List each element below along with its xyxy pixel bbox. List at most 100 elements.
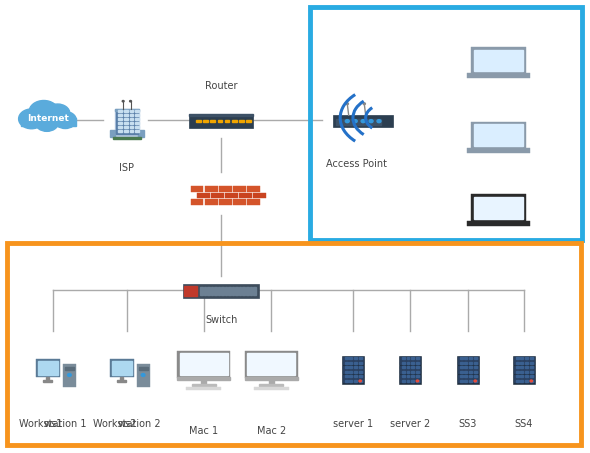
Bar	[411, 371, 414, 373]
Bar	[460, 361, 463, 364]
Bar	[460, 375, 463, 377]
Bar	[458, 370, 478, 373]
Bar	[228, 287, 231, 295]
Bar	[402, 357, 405, 359]
Bar	[520, 366, 523, 368]
Bar	[110, 130, 116, 137]
Bar	[458, 379, 478, 382]
Bar	[474, 357, 477, 359]
Bar	[411, 357, 414, 359]
Bar	[407, 366, 409, 368]
Bar	[116, 111, 137, 134]
Bar	[467, 148, 530, 153]
Circle shape	[35, 113, 58, 131]
Bar	[118, 114, 122, 116]
Bar	[179, 353, 228, 375]
Bar	[416, 361, 419, 364]
Bar	[458, 366, 478, 369]
Bar	[520, 371, 523, 373]
Bar	[525, 361, 528, 364]
Bar	[359, 357, 362, 359]
Bar	[530, 357, 533, 359]
Bar	[514, 375, 534, 378]
Circle shape	[141, 374, 145, 376]
Bar	[135, 130, 139, 132]
Bar	[245, 377, 298, 380]
Bar	[65, 367, 74, 370]
Bar	[192, 384, 215, 386]
Text: ISP: ISP	[119, 163, 135, 173]
Bar	[333, 115, 392, 126]
Bar	[191, 199, 204, 205]
Circle shape	[67, 374, 71, 376]
Bar	[530, 366, 533, 368]
Bar	[36, 359, 60, 377]
Bar	[516, 366, 519, 368]
Bar	[21, 118, 76, 126]
Bar	[400, 357, 420, 360]
Bar	[411, 366, 414, 368]
Bar	[458, 357, 478, 360]
Bar	[516, 361, 519, 364]
Circle shape	[377, 120, 381, 123]
Bar	[460, 371, 463, 373]
Bar	[400, 361, 420, 364]
Bar	[43, 381, 53, 382]
Bar	[242, 287, 245, 295]
Bar	[525, 371, 528, 373]
Bar	[411, 361, 414, 364]
Bar	[464, 366, 467, 368]
Bar	[345, 371, 348, 373]
Bar	[232, 120, 237, 122]
Bar	[349, 371, 352, 373]
Circle shape	[122, 101, 124, 102]
Circle shape	[45, 104, 70, 123]
Bar	[354, 380, 357, 382]
Bar	[530, 375, 533, 377]
Bar	[124, 110, 127, 112]
Bar	[416, 366, 419, 368]
Bar	[359, 361, 362, 364]
Bar	[268, 379, 274, 384]
Bar	[411, 375, 414, 377]
Bar	[219, 186, 232, 192]
Bar	[205, 186, 218, 192]
Bar	[124, 114, 127, 116]
Bar	[345, 366, 348, 368]
Bar	[354, 366, 357, 368]
Bar	[516, 357, 519, 359]
Bar	[354, 375, 357, 377]
Bar	[260, 384, 283, 386]
Bar	[124, 122, 127, 124]
Bar	[130, 130, 133, 132]
Circle shape	[474, 380, 477, 382]
Text: server 1: server 1	[333, 419, 373, 429]
Bar	[225, 287, 227, 295]
Bar	[400, 370, 420, 373]
Bar	[177, 351, 230, 378]
Bar	[245, 351, 298, 378]
Bar	[402, 380, 405, 382]
Text: Mac 2: Mac 2	[257, 426, 286, 436]
Bar	[354, 371, 357, 373]
Text: Switch: Switch	[205, 315, 237, 325]
Bar	[458, 361, 478, 364]
Text: ws1: ws1	[44, 419, 63, 429]
Bar	[474, 375, 477, 377]
Bar	[225, 120, 230, 122]
Circle shape	[130, 101, 132, 102]
Bar	[130, 122, 133, 124]
Bar	[400, 379, 420, 382]
Bar	[514, 370, 534, 373]
Bar	[354, 361, 357, 364]
Bar	[183, 284, 260, 298]
Bar	[139, 367, 148, 370]
Bar	[514, 361, 534, 364]
Bar	[135, 122, 139, 124]
Bar	[343, 379, 363, 382]
Bar	[253, 287, 255, 295]
Bar	[469, 380, 472, 382]
Bar	[474, 49, 523, 71]
Bar	[474, 124, 523, 146]
Bar	[416, 380, 419, 382]
